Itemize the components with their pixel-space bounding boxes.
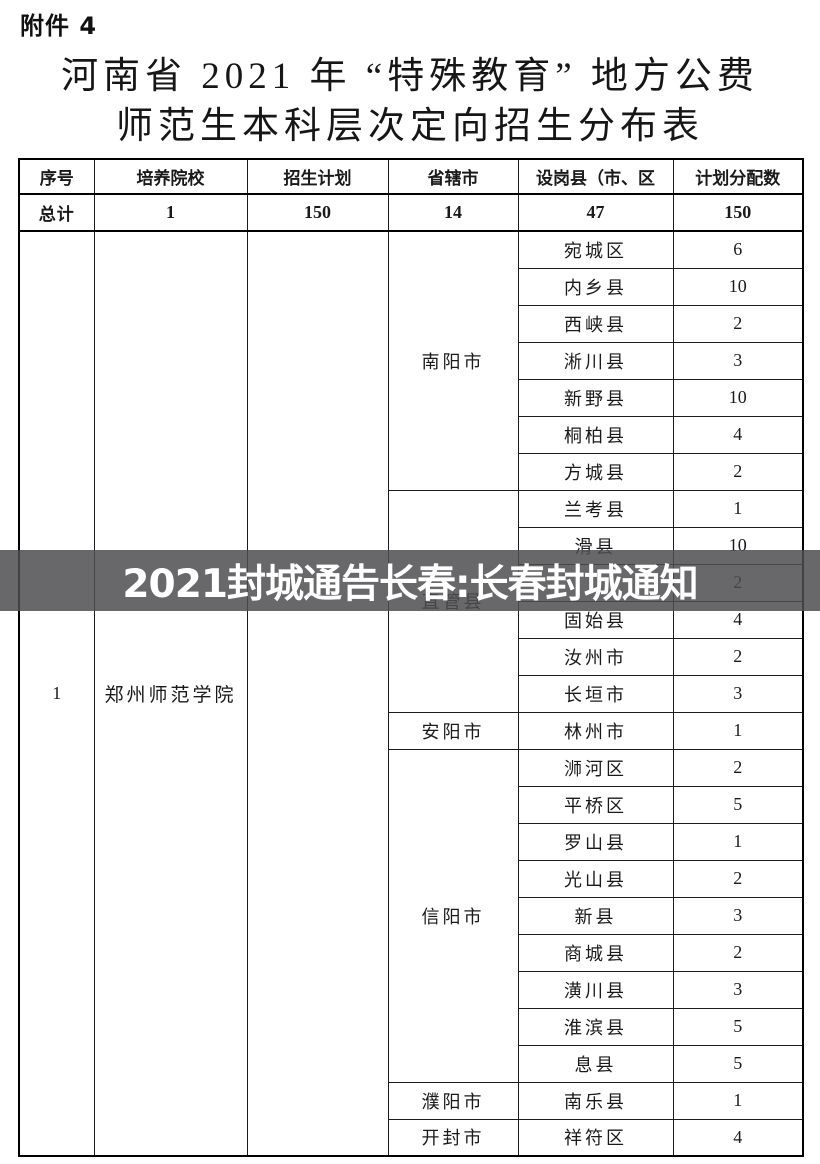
county-row: 新县 3 xyxy=(19,896,804,935)
county-row: 濮阳市 南乐县 1 xyxy=(19,1081,804,1120)
county-cell: 方城县 xyxy=(517,452,674,491)
table-header: 序号 培养院校 招生计划 省辖市 设岗县（市、区 计划分配数 xyxy=(18,158,804,195)
county-cell: 兰考县 xyxy=(517,489,674,528)
allocation-cell: 10 xyxy=(672,267,804,306)
total-allocation: 150 xyxy=(672,193,804,232)
city-cell-4: 濮阳市 xyxy=(387,1081,519,1120)
county-cell: 南乐县 xyxy=(517,1081,674,1120)
county-cell: 光山县 xyxy=(517,859,674,898)
allocation-cell: 1 xyxy=(672,711,804,750)
column-header-0: 序号 xyxy=(18,158,95,195)
allocation-cell: 1 xyxy=(672,822,804,861)
county-cell: 息县 xyxy=(517,1044,674,1083)
city-cell-0: 南阳市 xyxy=(387,230,519,491)
county-row: 安阳市 林州市 1 xyxy=(19,711,804,750)
allocation-cell: 5 xyxy=(672,785,804,824)
allocation-cell: 5 xyxy=(672,1044,804,1083)
county-cell: 祥符区 xyxy=(517,1118,674,1157)
table-header-row: 序号 培养院校 招生计划 省辖市 设岗县（市、区 计划分配数 xyxy=(18,158,804,195)
total-row: 总计 1 150 14 47 150 xyxy=(18,193,804,232)
total-enrollment-plan: 150 xyxy=(246,193,389,232)
total-county-count: 47 xyxy=(517,193,674,232)
allocation-cell: 5 xyxy=(672,1007,804,1046)
county-cell: 浉河区 xyxy=(517,748,674,787)
allocation-cell: 2 xyxy=(672,637,804,676)
overlay-banner-text: 2021封城通告长春:长春封城通知 xyxy=(122,561,698,607)
county-cell: 新县 xyxy=(517,896,674,935)
total-label: 总计 xyxy=(18,193,95,232)
county-row: 汝州市 2 xyxy=(19,637,804,676)
county-row: 潢川县 3 xyxy=(19,970,804,1009)
allocation-cell: 1 xyxy=(672,489,804,528)
distribution-table: 序号 培养院校 招生计划 省辖市 设岗县（市、区 计划分配数 总计 1 150 14 47 150 1… xyxy=(18,158,804,1157)
serial-number-cell: 1 xyxy=(18,230,95,1157)
allocation-cell: 3 xyxy=(672,970,804,1009)
county-cell: 桐柏县 xyxy=(517,415,674,454)
distribution-table-wrapper: 序号 培养院校 招生计划 省辖市 设岗县（市、区 计划分配数 总计 1 150 14 47 150 1… xyxy=(18,158,804,1157)
county-cell: 汝州市 xyxy=(517,637,674,676)
county-row: 西峡县 2 xyxy=(19,304,804,343)
county-cell: 林州市 xyxy=(517,711,674,750)
county-cell: 长垣市 xyxy=(517,674,674,713)
allocation-cell: 4 xyxy=(672,1118,804,1157)
document-title-line1: 河南省 2021 年 “特殊教育” 地方公费 xyxy=(61,56,759,97)
document-title-line2: 师范生本科层次定向招生分布表 xyxy=(116,106,704,147)
county-cell: 淮滨县 xyxy=(517,1007,674,1046)
total-institution-count: 1 xyxy=(93,193,248,232)
county-row: 淮滨县 5 xyxy=(19,1007,804,1046)
county-row: 光山县 2 xyxy=(19,859,804,898)
county-row: 罗山县 1 xyxy=(19,822,804,861)
allocation-cell: 2 xyxy=(672,748,804,787)
allocation-cell: 2 xyxy=(672,452,804,491)
county-cell: 平桥区 xyxy=(517,785,674,824)
county-row: 桐柏县 4 xyxy=(19,415,804,454)
overlay-banner: 2021封城通告长春:长春封城通知 xyxy=(0,550,820,611)
county-row: 1 郑州师范学院 南阳市 宛城区 6 xyxy=(18,230,804,1157)
table-body: 总计 1 150 14 47 150 1 郑州师范学院 南阳市 宛城区 6 内乡县 10 西峡县 2 淅川县 3… xyxy=(18,193,804,1157)
total-city-count: 14 xyxy=(387,193,519,232)
county-cell: 西峡县 xyxy=(517,304,674,343)
column-header-2: 招生计划 xyxy=(246,158,389,195)
city-cell-2: 安阳市 xyxy=(387,711,519,750)
attachment-label: 附件 4 xyxy=(20,12,98,40)
county-cell: 淅川县 xyxy=(517,341,674,380)
city-cell-3: 信阳市 xyxy=(387,748,519,1083)
allocation-cell: 2 xyxy=(672,859,804,898)
county-row: 信阳市 浉河区 2 xyxy=(19,748,804,1083)
allocation-cell: 10 xyxy=(672,378,804,417)
county-cell: 宛城区 xyxy=(517,230,674,269)
allocation-cell: 4 xyxy=(672,415,804,454)
allocation-cell: 3 xyxy=(672,896,804,935)
allocation-cell: 3 xyxy=(672,341,804,380)
county-row: 淅川县 3 xyxy=(19,341,804,380)
county-row: 内乡县 10 xyxy=(19,267,804,306)
county-row: 平桥区 5 xyxy=(19,785,804,824)
column-header-5: 计划分配数 xyxy=(672,158,804,195)
allocation-cell: 2 xyxy=(672,933,804,972)
city-cell-5: 开封市 xyxy=(387,1118,519,1157)
county-cell: 内乡县 xyxy=(517,267,674,306)
institution-cell: 郑州师范学院 xyxy=(93,230,248,1157)
column-header-4: 设岗县（市、区 xyxy=(517,158,674,195)
column-header-3: 省辖市 xyxy=(387,158,519,195)
column-header-1: 培养院校 xyxy=(93,158,248,195)
allocation-cell: 2 xyxy=(672,304,804,343)
county-row: 开封市 祥符区 4 xyxy=(19,1118,804,1157)
county-cell: 新野县 xyxy=(517,378,674,417)
county-row: 方城县 2 xyxy=(19,452,804,491)
county-cell: 罗山县 xyxy=(517,822,674,861)
allocation-cell: 3 xyxy=(672,674,804,713)
allocation-cell: 1 xyxy=(672,1081,804,1120)
county-cell: 潢川县 xyxy=(517,970,674,1009)
document-title: 河南省 2021 年 “特殊教育” 地方公费 师范生本科层次定向招生分布表 xyxy=(0,52,820,152)
allocation-cell: 6 xyxy=(672,230,804,269)
county-row: 新野县 10 xyxy=(19,378,804,417)
county-cell: 商城县 xyxy=(517,933,674,972)
enrollment-plan-cell xyxy=(246,230,389,1157)
